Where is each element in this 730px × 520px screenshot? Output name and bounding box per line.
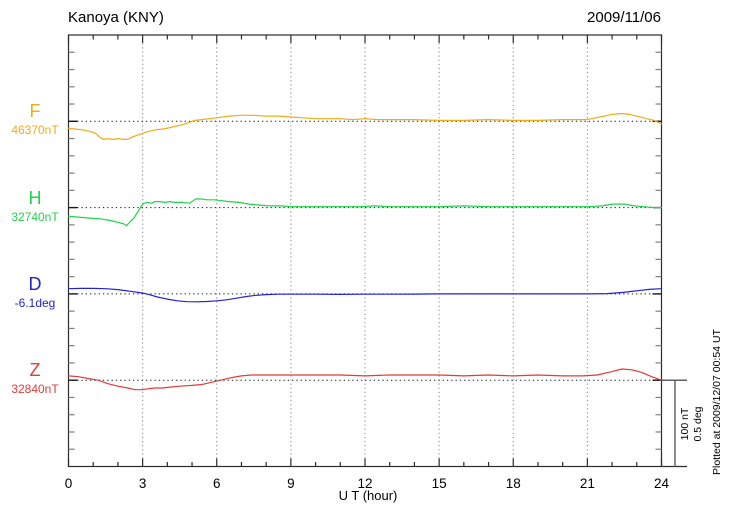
channel-baseline-f: 46370nT: [11, 123, 59, 138]
channel-letter-f: F: [29, 101, 41, 122]
channel-label-z: Z 32840nT: [6, 361, 64, 396]
chart-date: 2009/11/06: [587, 9, 661, 26]
channel-letter-h: H: [28, 187, 42, 208]
plot-frame: [67, 34, 663, 468]
trace-z: [67, 368, 663, 391]
page-title: Kanoya (KNY): [68, 9, 164, 26]
x-tick-label-12: 12: [357, 476, 372, 491]
trace-d: [67, 287, 663, 303]
x-tick-label-6: 6: [213, 476, 221, 491]
channel-baseline-h: 32740nT: [11, 209, 59, 224]
trace-f: [67, 112, 663, 140]
scale-label-nt: 100 nT: [679, 407, 691, 441]
channel-label-h: H 32740nT: [6, 189, 64, 224]
channel-letter-z: Z: [29, 360, 41, 381]
x-tick-label-15: 15: [432, 476, 447, 491]
channel-letter-d: D: [28, 273, 42, 294]
channel-baseline-d: -6.1deg: [14, 295, 56, 310]
x-tick-label-9: 9: [287, 476, 295, 491]
channel-label-f: F 46370nT: [6, 102, 64, 137]
scale-label-deg: 0.5 deg: [692, 406, 704, 442]
x-tick-label-3: 3: [139, 476, 147, 491]
x-tick-label-24: 24: [654, 476, 670, 491]
channel-label-d: D -6.1deg: [6, 275, 64, 310]
x-tick-label-18: 18: [506, 476, 521, 491]
scale-bar-labels: 100 nT 0.5 deg: [679, 384, 705, 464]
channel-baseline-z: 32840nT: [11, 382, 59, 397]
plotted-at-note: Plotted at 2009/12/07 00:54 UT: [711, 329, 723, 475]
x-tick-label-0: 0: [65, 476, 73, 491]
trace-h: [67, 198, 663, 227]
x-axis-title: U T (hour): [338, 488, 398, 503]
x-tick-label-21: 21: [580, 476, 595, 491]
